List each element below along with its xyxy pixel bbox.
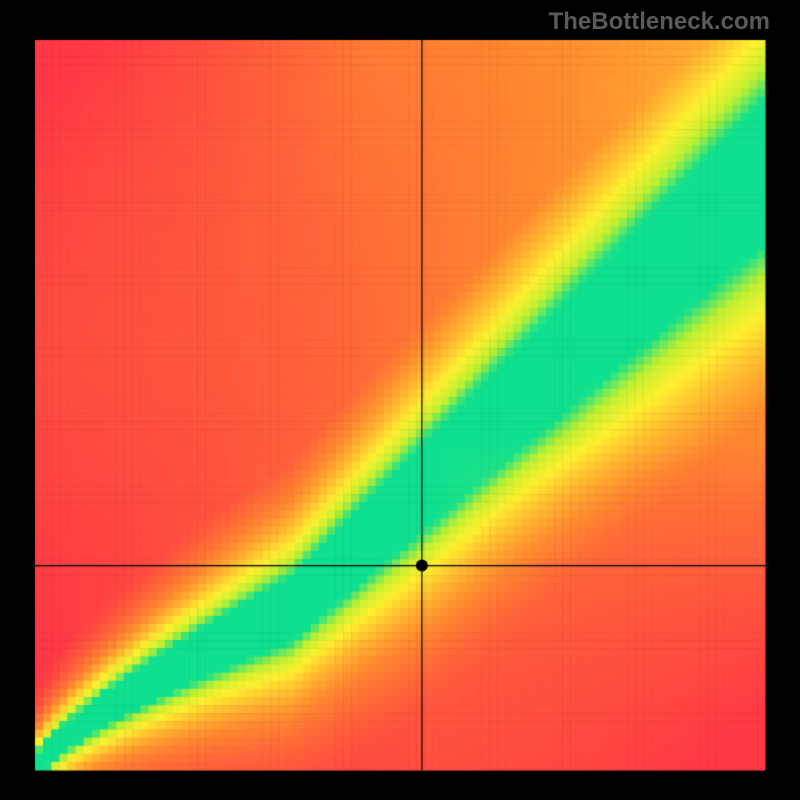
chart-container: TheBottleneck.com bbox=[0, 0, 800, 800]
bottleneck-heatmap bbox=[0, 0, 800, 800]
watermark-text: TheBottleneck.com bbox=[549, 8, 770, 36]
